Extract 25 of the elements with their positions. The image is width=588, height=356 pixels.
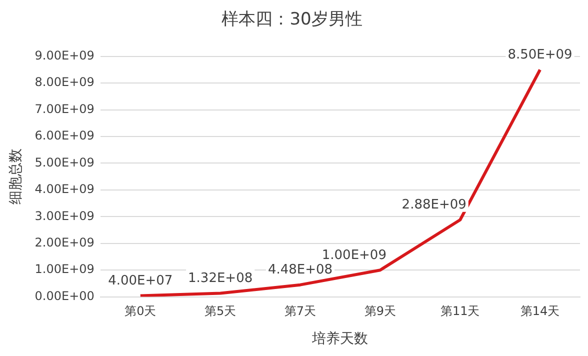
x-tick-label: 第11天 [440, 304, 480, 318]
x-tick-label: 第14天 [520, 304, 560, 318]
x-tick-label: 第5天 [204, 304, 236, 318]
data-label: 4.48E+08 [268, 262, 333, 278]
y-tick-label: 4.00E+09 [34, 182, 94, 196]
x-tick-label: 第0天 [124, 304, 156, 318]
x-tick-label: 第7天 [284, 304, 316, 318]
y-axis-title: 细胞总数 [8, 148, 24, 205]
y-tick-label: 7.00E+09 [34, 102, 94, 116]
y-tick-label: 3.00E+09 [34, 208, 94, 223]
data-label: 2.88E+09 [402, 198, 466, 213]
y-tick-label: 1.00E+09 [34, 262, 94, 276]
x-axis-title: 培养天数 [311, 331, 368, 348]
y-tick-label: 9.00E+09 [34, 48, 94, 63]
chart-title: 样本四：30岁男性 [222, 10, 362, 30]
y-tick-label: 6.00E+09 [34, 128, 94, 143]
y-tick-label: 5.00E+09 [34, 155, 94, 170]
x-tick-label: 第9天 [364, 304, 396, 318]
data-label: 1.00E+09 [322, 248, 386, 263]
data-label: 1.32E+08 [188, 271, 253, 286]
y-tick-label: 2.00E+09 [34, 236, 94, 250]
y-tick-label: 8.00E+09 [34, 75, 94, 90]
data-label: 8.50E+09 [508, 48, 572, 63]
y-tick-label: 0.00E+00 [34, 288, 94, 303]
data-label: 4.00E+07 [108, 274, 173, 289]
